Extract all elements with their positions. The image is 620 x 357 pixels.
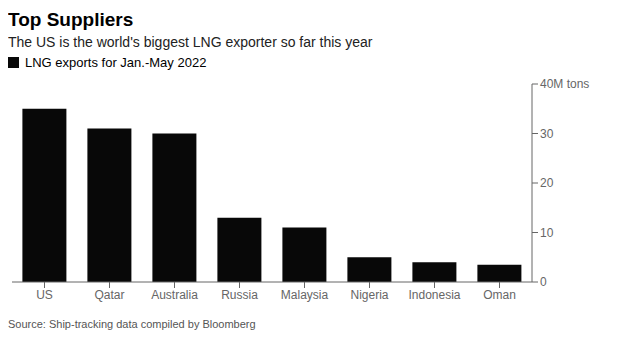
html-text:LNG exports for Jan.-May 2022: LNG exports for Jan.-May 2022 xyxy=(25,54,207,70)
svg-text:Qatar: Qatar xyxy=(94,288,124,302)
svg-text:Nigeria: Nigeria xyxy=(350,288,388,302)
svg-text:Oman: Oman xyxy=(483,288,516,302)
html-text:Top Suppliers: Top Suppliers xyxy=(8,9,134,30)
svg-text:Australia: Australia xyxy=(151,288,198,302)
svg-text:40M tons: 40M tons xyxy=(540,77,589,91)
svg-text:US: US xyxy=(36,288,53,302)
svg-text:20: 20 xyxy=(540,176,554,190)
html-text:Source: Ship-tracking data com: Source: Ship-tracking data compiled by B… xyxy=(8,318,256,330)
svg-text:Indonesia: Indonesia xyxy=(408,288,460,302)
svg-text:30: 30 xyxy=(540,127,554,141)
svg-text:10: 10 xyxy=(540,226,554,240)
svg-text:0: 0 xyxy=(540,275,547,289)
html-text:The US is the world's biggest: The US is the world's biggest LNG export… xyxy=(8,34,373,50)
svg-text:Russia: Russia xyxy=(221,288,258,302)
svg-text:Malaysia: Malaysia xyxy=(281,288,329,302)
